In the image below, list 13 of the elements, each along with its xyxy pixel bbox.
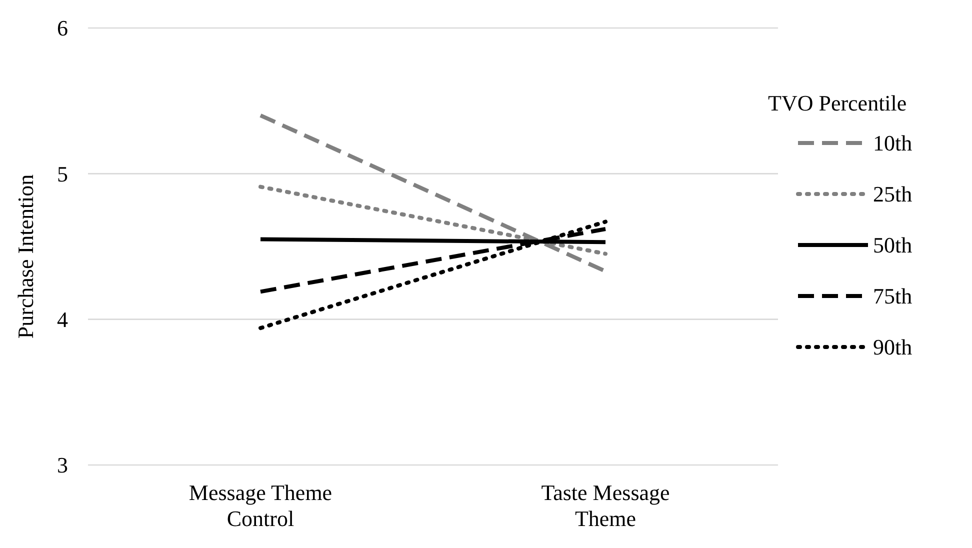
x-tick-label: Taste Message Theme — [541, 480, 670, 531]
x-tick-label: Message Theme Control — [188, 480, 332, 531]
y-tick-label: 5 — [57, 161, 68, 186]
legend-label: 25th — [873, 182, 912, 207]
y-tick-label: 3 — [57, 452, 68, 478]
legend-label: 75th — [873, 284, 912, 309]
legend-title: TVO Percentile — [768, 90, 907, 116]
legend-label: 90th — [873, 334, 912, 360]
y-axis-title: Purchase Intention — [13, 174, 38, 339]
y-tick-label: 4 — [57, 307, 68, 332]
y-tick-label: 6 — [57, 16, 68, 41]
legend-label: 50th — [873, 232, 912, 258]
legend-label: 10th — [873, 130, 912, 156]
